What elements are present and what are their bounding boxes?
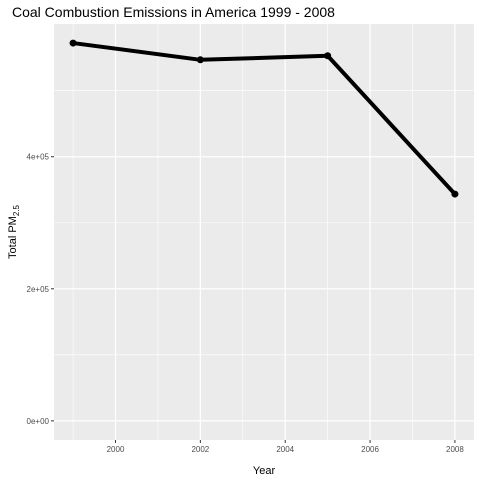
y-axis: 0e+00 2e+05 4e+05 <box>27 153 54 426</box>
y-tick-label: 4e+05 <box>27 153 50 162</box>
y-axis-title: Total PM2.5 <box>7 204 21 258</box>
data-point <box>69 39 77 47</box>
y-axis-title-main: Total PM <box>7 216 19 259</box>
x-axis: 2000 2002 2004 2006 2008 <box>107 440 464 454</box>
series-line <box>71 41 457 197</box>
data-point <box>196 56 204 64</box>
x-tick-label: 2004 <box>276 445 294 454</box>
data-point <box>324 52 332 60</box>
data-point <box>451 190 459 198</box>
grid-minor <box>54 24 474 440</box>
x-axis-title: Year <box>253 465 276 477</box>
y-tick-label: 0e+00 <box>27 417 50 426</box>
series-layer <box>69 39 459 198</box>
y-axis-title-subscript: 2.5 <box>12 204 21 216</box>
y-tick-label: 2e+05 <box>27 285 50 294</box>
grid-major <box>54 24 474 440</box>
x-tick-label: 2000 <box>107 445 125 454</box>
x-tick-label: 2002 <box>191 445 209 454</box>
x-tick-label: 2006 <box>361 445 379 454</box>
x-tick-label: 2008 <box>446 445 464 454</box>
chart-title: Coal Combustion Emissions in America 199… <box>12 4 335 20</box>
panel-background <box>54 24 474 440</box>
